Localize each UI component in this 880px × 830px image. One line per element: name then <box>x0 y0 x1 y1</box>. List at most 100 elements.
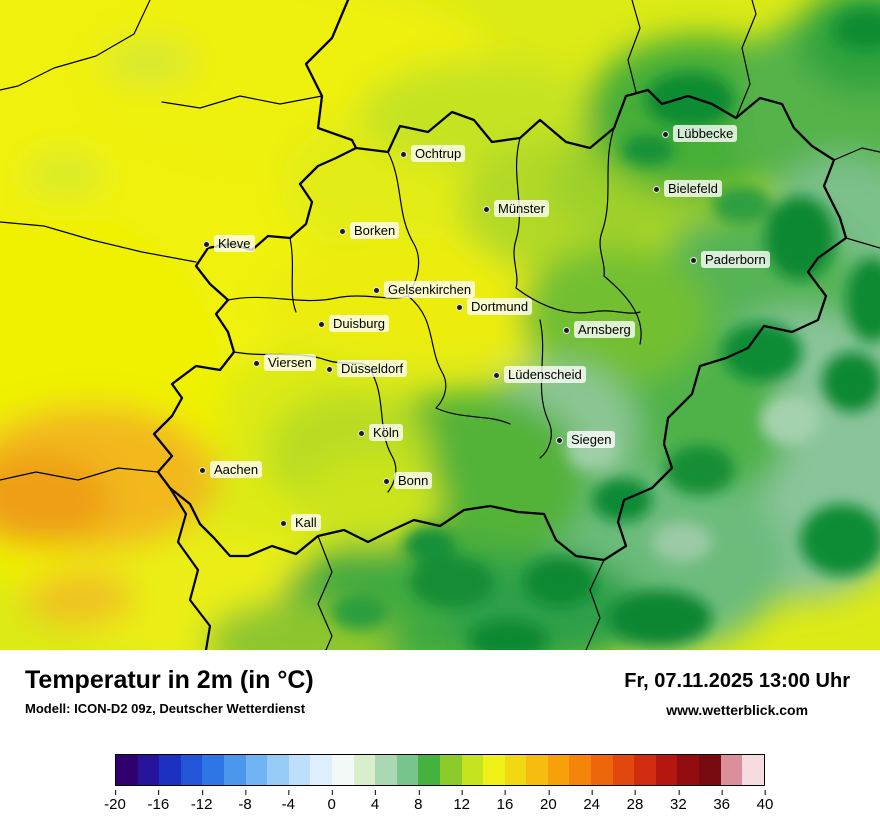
legend-tick-label: -16 <box>147 790 170 813</box>
city-label: Aachen <box>210 461 263 478</box>
city-dot-icon <box>383 478 390 485</box>
legend-tick-label: 40 <box>756 790 774 813</box>
legend-tick-label: -4 <box>281 790 295 813</box>
legend-color-cell <box>461 755 484 785</box>
legend-color-cell <box>288 755 311 785</box>
legend-color-cell <box>375 755 397 785</box>
city-label: Lüdenscheid <box>504 366 586 383</box>
city-label: Gelsenkirchen <box>384 281 476 298</box>
city-dot-icon <box>318 321 325 328</box>
city-dot-icon <box>563 327 570 334</box>
legend-color-cell <box>137 755 160 785</box>
page-title: Temperatur in 2m (in °C) <box>25 666 314 694</box>
legend-color-cell <box>439 755 462 785</box>
legend-tick-label: -12 <box>190 790 213 813</box>
city-dot-icon <box>493 372 500 379</box>
legend-color-cell <box>547 755 570 785</box>
map-footer: Temperatur in 2m (in °C) Modell: ICON-D2… <box>0 650 880 830</box>
city-dot-icon <box>456 304 463 311</box>
city-label: Ochtrup <box>411 145 466 162</box>
city-dot-icon <box>653 186 660 193</box>
legend-tick-label: 20 <box>539 790 557 813</box>
legend-color-cell <box>699 755 721 785</box>
city-label: Borken <box>350 222 400 239</box>
district-borders <box>227 127 642 493</box>
legend-color-cell <box>180 755 203 785</box>
city-label: Kleve <box>214 235 255 252</box>
temperature-map: Lübbecke Ochtrup Bielefeld Münster Borken Kle… <box>0 0 880 650</box>
forecast-datetime: Fr, 07.11.2025 13:00 Uhr <box>624 670 850 692</box>
city-label: Bonn <box>394 472 433 489</box>
temperature-field-svg <box>0 0 880 650</box>
city-dot-icon <box>326 366 333 373</box>
legend-color-cell <box>310 755 332 785</box>
city-label: Viersen <box>264 354 316 371</box>
city-dot-icon <box>203 241 210 248</box>
city-label: Arnsberg <box>574 321 635 338</box>
legend-tick-label: 12 <box>453 790 470 813</box>
legend-tick-label: 16 <box>496 790 514 813</box>
city-dot-icon <box>280 520 287 527</box>
city-label: Bielefeld <box>664 180 722 197</box>
national-border-south <box>168 486 212 650</box>
legend-color-cell <box>267 755 289 785</box>
legend-tick-label: 8 <box>414 790 423 813</box>
legend-color-cell <box>526 755 548 785</box>
legend-tick-label: -20 <box>104 790 126 813</box>
legend-color-cell <box>396 755 419 785</box>
city-label: Lübbecke <box>673 125 738 142</box>
city-dot-icon <box>400 151 407 158</box>
legend-ticks: -20 -16 -12 -8 -4 0 4 8 12 16 20 24 28 32 36 40 <box>104 789 773 815</box>
footer-left-block: Temperatur in 2m (in °C) Modell: ICON-D2… <box>25 666 314 716</box>
temperature-blobs <box>0 0 880 650</box>
legend-color-cell <box>116 755 138 785</box>
city-dot-icon <box>199 467 206 474</box>
city-label: Dortmund <box>467 298 533 315</box>
city-dot-icon <box>483 206 490 213</box>
legend-tick-label: 36 <box>713 790 730 813</box>
footer-right-block: Fr, 07.11.2025 13:00 Uhr www.wetterblick… <box>624 670 850 718</box>
city-dot-icon <box>556 437 563 444</box>
legend-color-cell <box>612 755 635 785</box>
legend-color-cell <box>202 755 224 785</box>
legend-color-cell <box>504 755 527 785</box>
city-label: Kall <box>291 514 321 531</box>
city-dot-icon <box>690 257 697 264</box>
legend-color-cell <box>655 755 678 785</box>
legend-color-cell <box>331 755 354 785</box>
legend-color-cell <box>159 755 181 785</box>
city-dot-icon <box>358 430 365 437</box>
website-link[interactable]: www.wetterblick.com <box>666 702 809 718</box>
legend-color-cell <box>353 755 376 785</box>
legend-color-cell <box>569 755 592 785</box>
legend-color-cell <box>223 755 246 785</box>
model-info: Modell: ICON-D2 09z, Deutscher Wetterdie… <box>25 701 306 716</box>
border-lines <box>0 0 880 650</box>
legend-color-cell <box>720 755 743 785</box>
legend-color-cell <box>483 755 505 785</box>
legend-color-cell <box>418 755 440 785</box>
legend-tick-label: 28 <box>626 790 644 813</box>
external-borders <box>0 0 880 650</box>
legend-color-cell <box>677 755 700 785</box>
legend-tick-label: -8 <box>238 790 252 813</box>
legend-tick-label: 24 <box>583 790 600 813</box>
legend-bar <box>115 754 765 786</box>
city-dot-icon <box>253 360 260 367</box>
legend-tick-label: 0 <box>327 790 336 813</box>
city-label: Münster <box>494 200 549 217</box>
city-label: Düsseldorf <box>337 360 408 377</box>
city-label: Köln <box>369 424 404 441</box>
city-label: Duisburg <box>329 315 390 332</box>
legend-color-cell <box>742 755 764 785</box>
city-label: Paderborn <box>701 251 770 268</box>
legend-tick-label: 32 <box>669 790 687 813</box>
legend-color-cell <box>245 755 268 785</box>
legend-color-cell <box>591 755 613 785</box>
temperature-scale: -20 -16 -12 -8 -4 0 4 8 12 16 20 24 28 32 36 40 <box>104 754 773 815</box>
legend-color-cell <box>634 755 656 785</box>
city-label: Siegen <box>567 431 616 448</box>
city-dot-icon <box>339 228 346 235</box>
state-border <box>152 88 848 562</box>
